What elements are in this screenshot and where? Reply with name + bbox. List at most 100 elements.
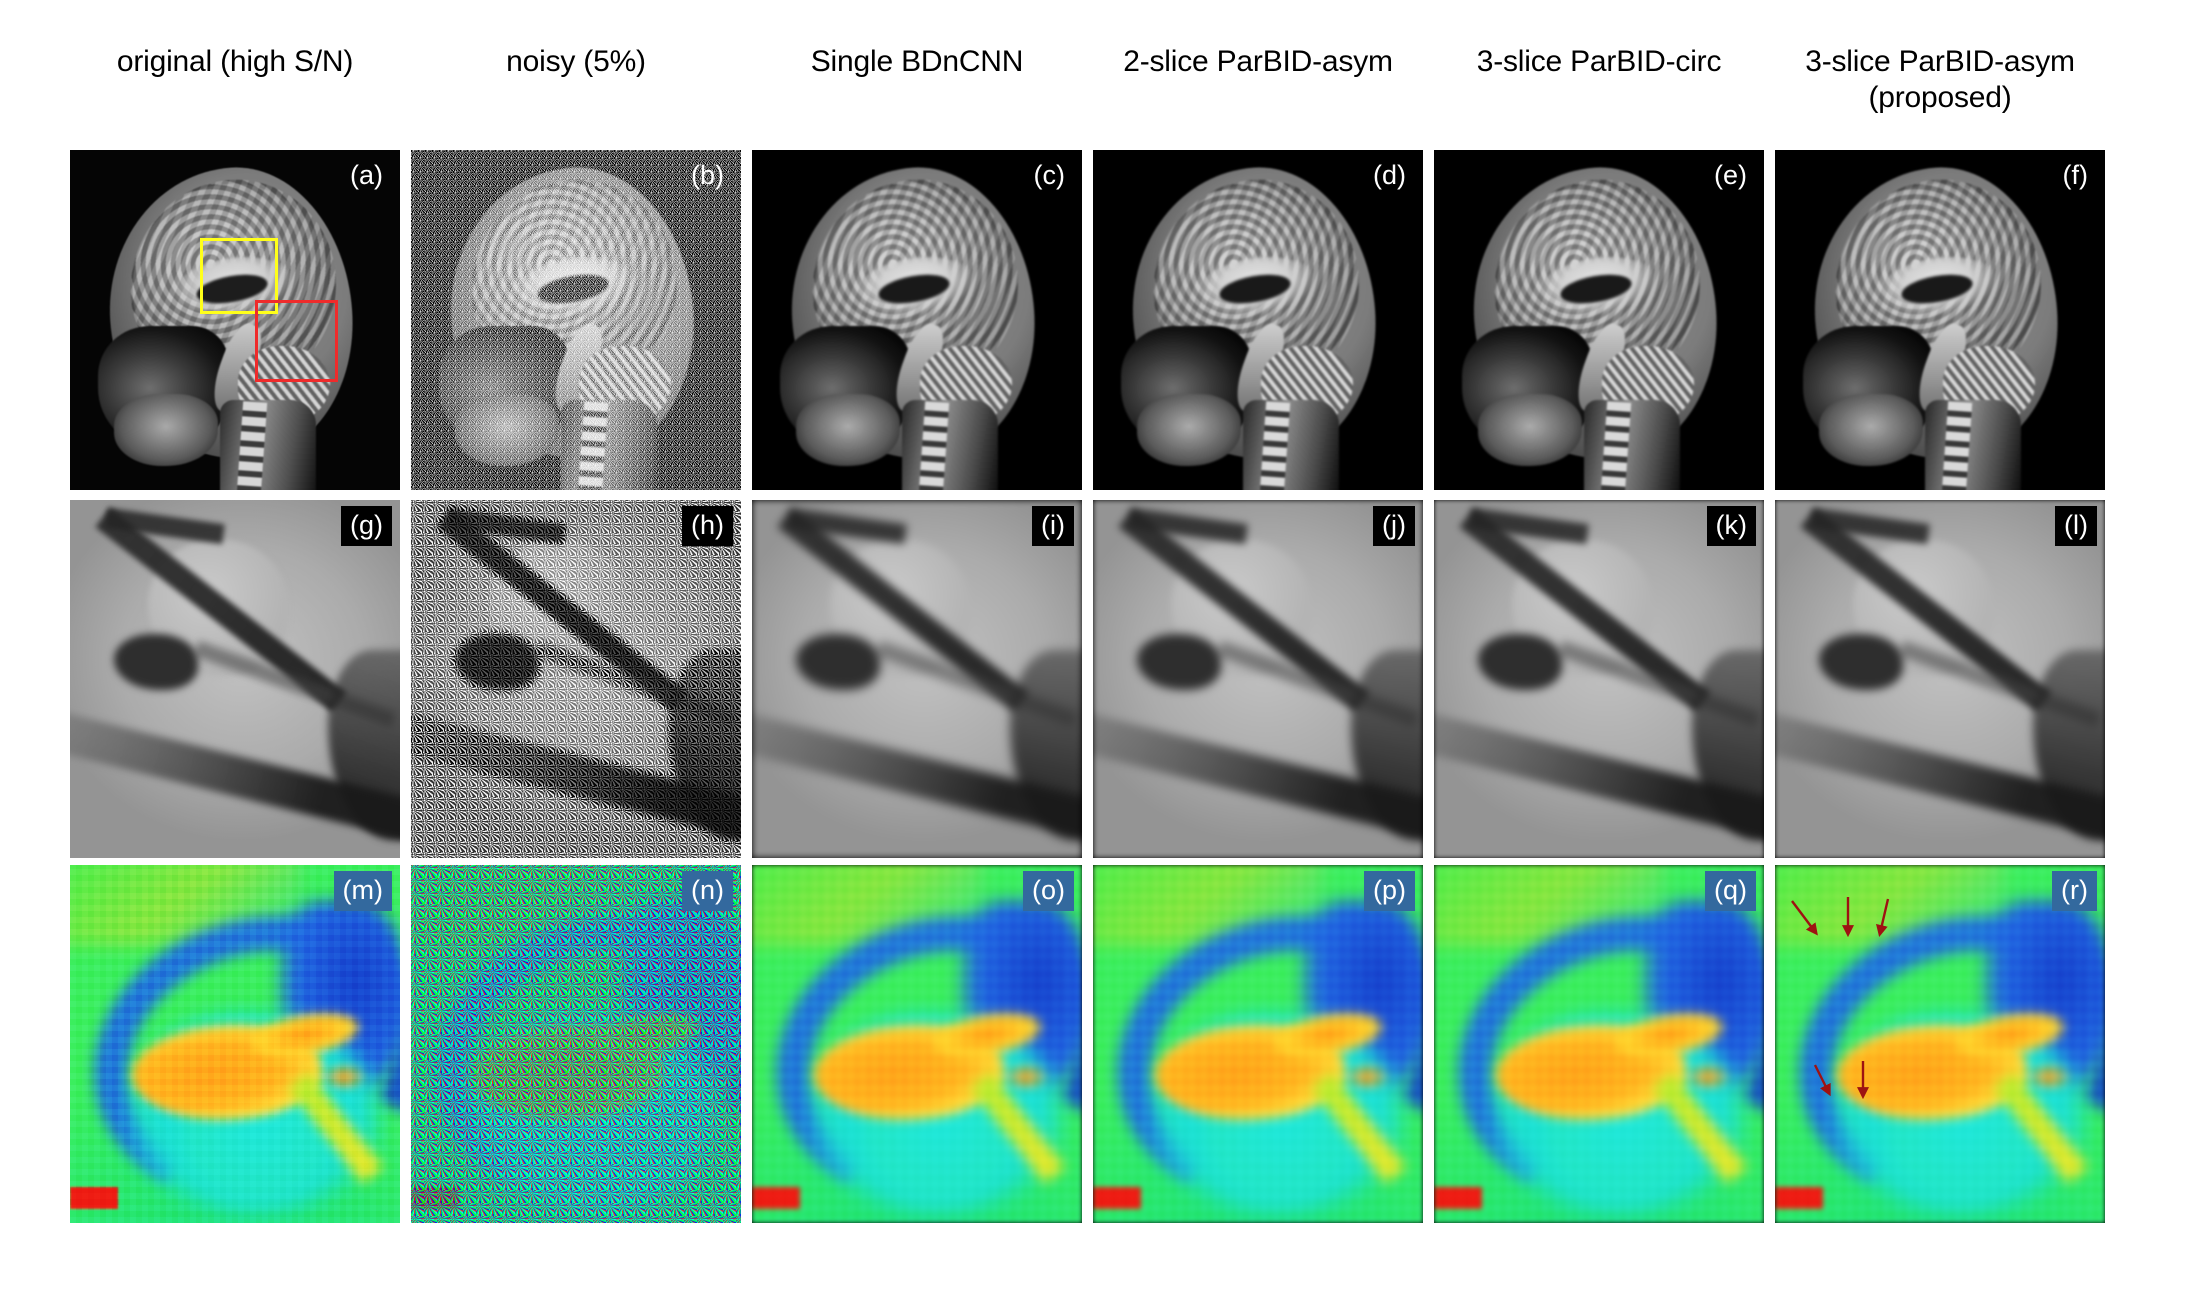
column-header-noisy: noisy (5%)	[411, 44, 741, 114]
jet-orange-spot	[322, 1063, 366, 1091]
neck-region	[1584, 400, 1680, 490]
jet-red-corner-marker	[1775, 1187, 1823, 1209]
panel-row-full-head-mri: (a) (b)	[70, 150, 2105, 490]
jaw-region	[1478, 394, 1582, 466]
panel-tag-m: (m)	[333, 871, 392, 911]
panel-j-2slice-asym-zoom[interactable]: (j)	[1093, 500, 1423, 858]
dark-tissue-blob	[1137, 634, 1221, 690]
panel-tag-k: (k)	[1706, 506, 1756, 546]
column-header-original-title: original (high S/N)	[116, 45, 354, 78]
column-header-single-bdncnn-title: Single BDnCNN	[810, 45, 1024, 78]
jet-image-q	[1434, 865, 1764, 1223]
zoom-image-l	[1775, 500, 2105, 858]
panel-d-2slice-asym-full[interactable]: (d)	[1093, 150, 1423, 490]
zoom-image-h	[411, 500, 741, 858]
mri-image-c	[752, 150, 1082, 490]
jet-red-corner-marker	[1434, 1187, 1482, 1209]
panel-e-3slice-circ-full[interactable]: (e)	[1434, 150, 1764, 490]
zoom-image-g	[70, 500, 400, 858]
column-header-2slice-asym-title: 2-slice ParBID-asym	[1123, 45, 1393, 78]
panel-tag-r: (r)	[2052, 871, 2097, 911]
jet-image-m	[70, 865, 400, 1223]
panel-a-original-full[interactable]: (a)	[70, 150, 400, 490]
panel-g-original-zoom[interactable]: (g)	[70, 500, 400, 858]
jet-green-top-region	[1434, 865, 1664, 945]
panel-i-single-bdncnn-zoom[interactable]: (i)	[752, 500, 1082, 858]
panel-m-original-jet[interactable]: (m)	[70, 865, 400, 1223]
column-header-row: original (high S/N) noisy (5%) Single BD…	[70, 44, 2118, 114]
mri-image-e	[1434, 150, 1764, 490]
jet-red-corner-marker	[752, 1187, 800, 1209]
panel-h-noisy-zoom[interactable]: (h)	[411, 500, 741, 858]
dark-tissue-blob	[114, 634, 198, 690]
panel-o-single-bdncnn-jet[interactable]: (o)	[752, 865, 1082, 1223]
panel-tag-e: (e)	[1714, 160, 1747, 190]
jet-red-corner-marker	[1093, 1187, 1141, 1209]
panel-l-3slice-asym-zoom[interactable]: (l)	[1775, 500, 2105, 858]
panel-tag-l: (l)	[2055, 506, 2097, 546]
panel-tag-g: (g)	[341, 506, 392, 546]
zoom-image-j	[1093, 500, 1423, 858]
cerebellum	[238, 346, 330, 424]
jet-image-p	[1093, 865, 1423, 1223]
jaw-region	[455, 394, 559, 466]
panel-f-3slice-asym-full[interactable]: (f)	[1775, 150, 2105, 490]
jet-orange-spot	[1004, 1063, 1048, 1091]
neck-region	[902, 400, 998, 490]
mri-image-a	[70, 150, 400, 490]
panel-tag-j: (j)	[1373, 506, 1415, 546]
column-header-3slice-circ-title: 3-slice ParBID-circ	[1476, 45, 1722, 78]
panel-tag-i: (i)	[1032, 506, 1074, 546]
jet-orange-spot	[1686, 1063, 1730, 1091]
panel-row-grayscale-zoom: (g) (h)	[70, 500, 2105, 858]
mri-image-d	[1093, 150, 1423, 490]
panel-r-3slice-asym-jet[interactable]: (r)	[1775, 865, 2105, 1223]
panel-row-jet-colormap-zoom: (m) (n)	[70, 865, 2105, 1223]
zoom-image-k	[1434, 500, 1764, 858]
zoom-image-i	[752, 500, 1082, 858]
column-header-2slice-asym: 2-slice ParBID-asym	[1093, 44, 1423, 114]
column-header-original: original (high S/N)	[70, 44, 400, 114]
panel-tag-n: (n)	[682, 871, 733, 911]
mri-image-f	[1775, 150, 2105, 490]
panel-k-3slice-circ-zoom[interactable]: (k)	[1434, 500, 1764, 858]
jaw-region	[1819, 394, 1923, 466]
roi-box-red	[255, 300, 338, 382]
column-header-3slice-asym-title: 3-slice ParBID-asym	[1805, 45, 2075, 78]
jet-image-r	[1775, 865, 2105, 1223]
panel-tag-q: (q)	[1705, 871, 1756, 911]
jet-green-top-region	[752, 865, 982, 945]
column-header-3slice-asym-proposed: 3-slice ParBID-asym (proposed)	[1775, 44, 2105, 114]
panel-q-3slice-circ-jet[interactable]: (q)	[1434, 865, 1764, 1223]
jet-image-o	[752, 865, 1082, 1223]
column-header-3slice-asym-subtitle: (proposed)	[1868, 81, 2012, 114]
panel-n-noisy-jet[interactable]: (n)	[411, 865, 741, 1223]
panel-p-2slice-asym-jet[interactable]: (p)	[1093, 865, 1423, 1223]
panel-tag-a: (a)	[350, 160, 383, 190]
roi-box-yellow	[200, 238, 278, 314]
jaw-region	[114, 394, 218, 466]
dark-tissue-blob	[1819, 634, 1903, 690]
jaw-region	[1137, 394, 1241, 466]
panel-tag-d: (d)	[1373, 160, 1406, 190]
jet-image-n	[411, 865, 741, 1223]
panel-tag-h: (h)	[682, 506, 733, 546]
jet-green-top-region	[70, 865, 300, 945]
dark-tissue-blob	[796, 634, 880, 690]
neck-region	[1925, 400, 2021, 490]
panel-tag-c: (c)	[1033, 160, 1065, 190]
column-header-single-bdncnn: Single BDnCNN	[752, 44, 1082, 114]
panel-tag-o: (o)	[1023, 871, 1074, 911]
jet-red-corner-marker	[70, 1187, 118, 1209]
panel-tag-b: (b)	[691, 160, 724, 190]
jet-orange-spot	[2027, 1063, 2071, 1091]
panel-tag-f: (f)	[2062, 160, 2088, 190]
panel-c-single-bdncnn-full[interactable]: (c)	[752, 150, 1082, 490]
dark-tissue-blob	[1478, 634, 1562, 690]
panel-b-noisy-full[interactable]: (b)	[411, 150, 741, 490]
neck-region	[561, 400, 657, 490]
jet-green-top-region	[1093, 865, 1323, 945]
neck-region	[1243, 400, 1339, 490]
gaussian-noise-overlay	[411, 500, 741, 858]
